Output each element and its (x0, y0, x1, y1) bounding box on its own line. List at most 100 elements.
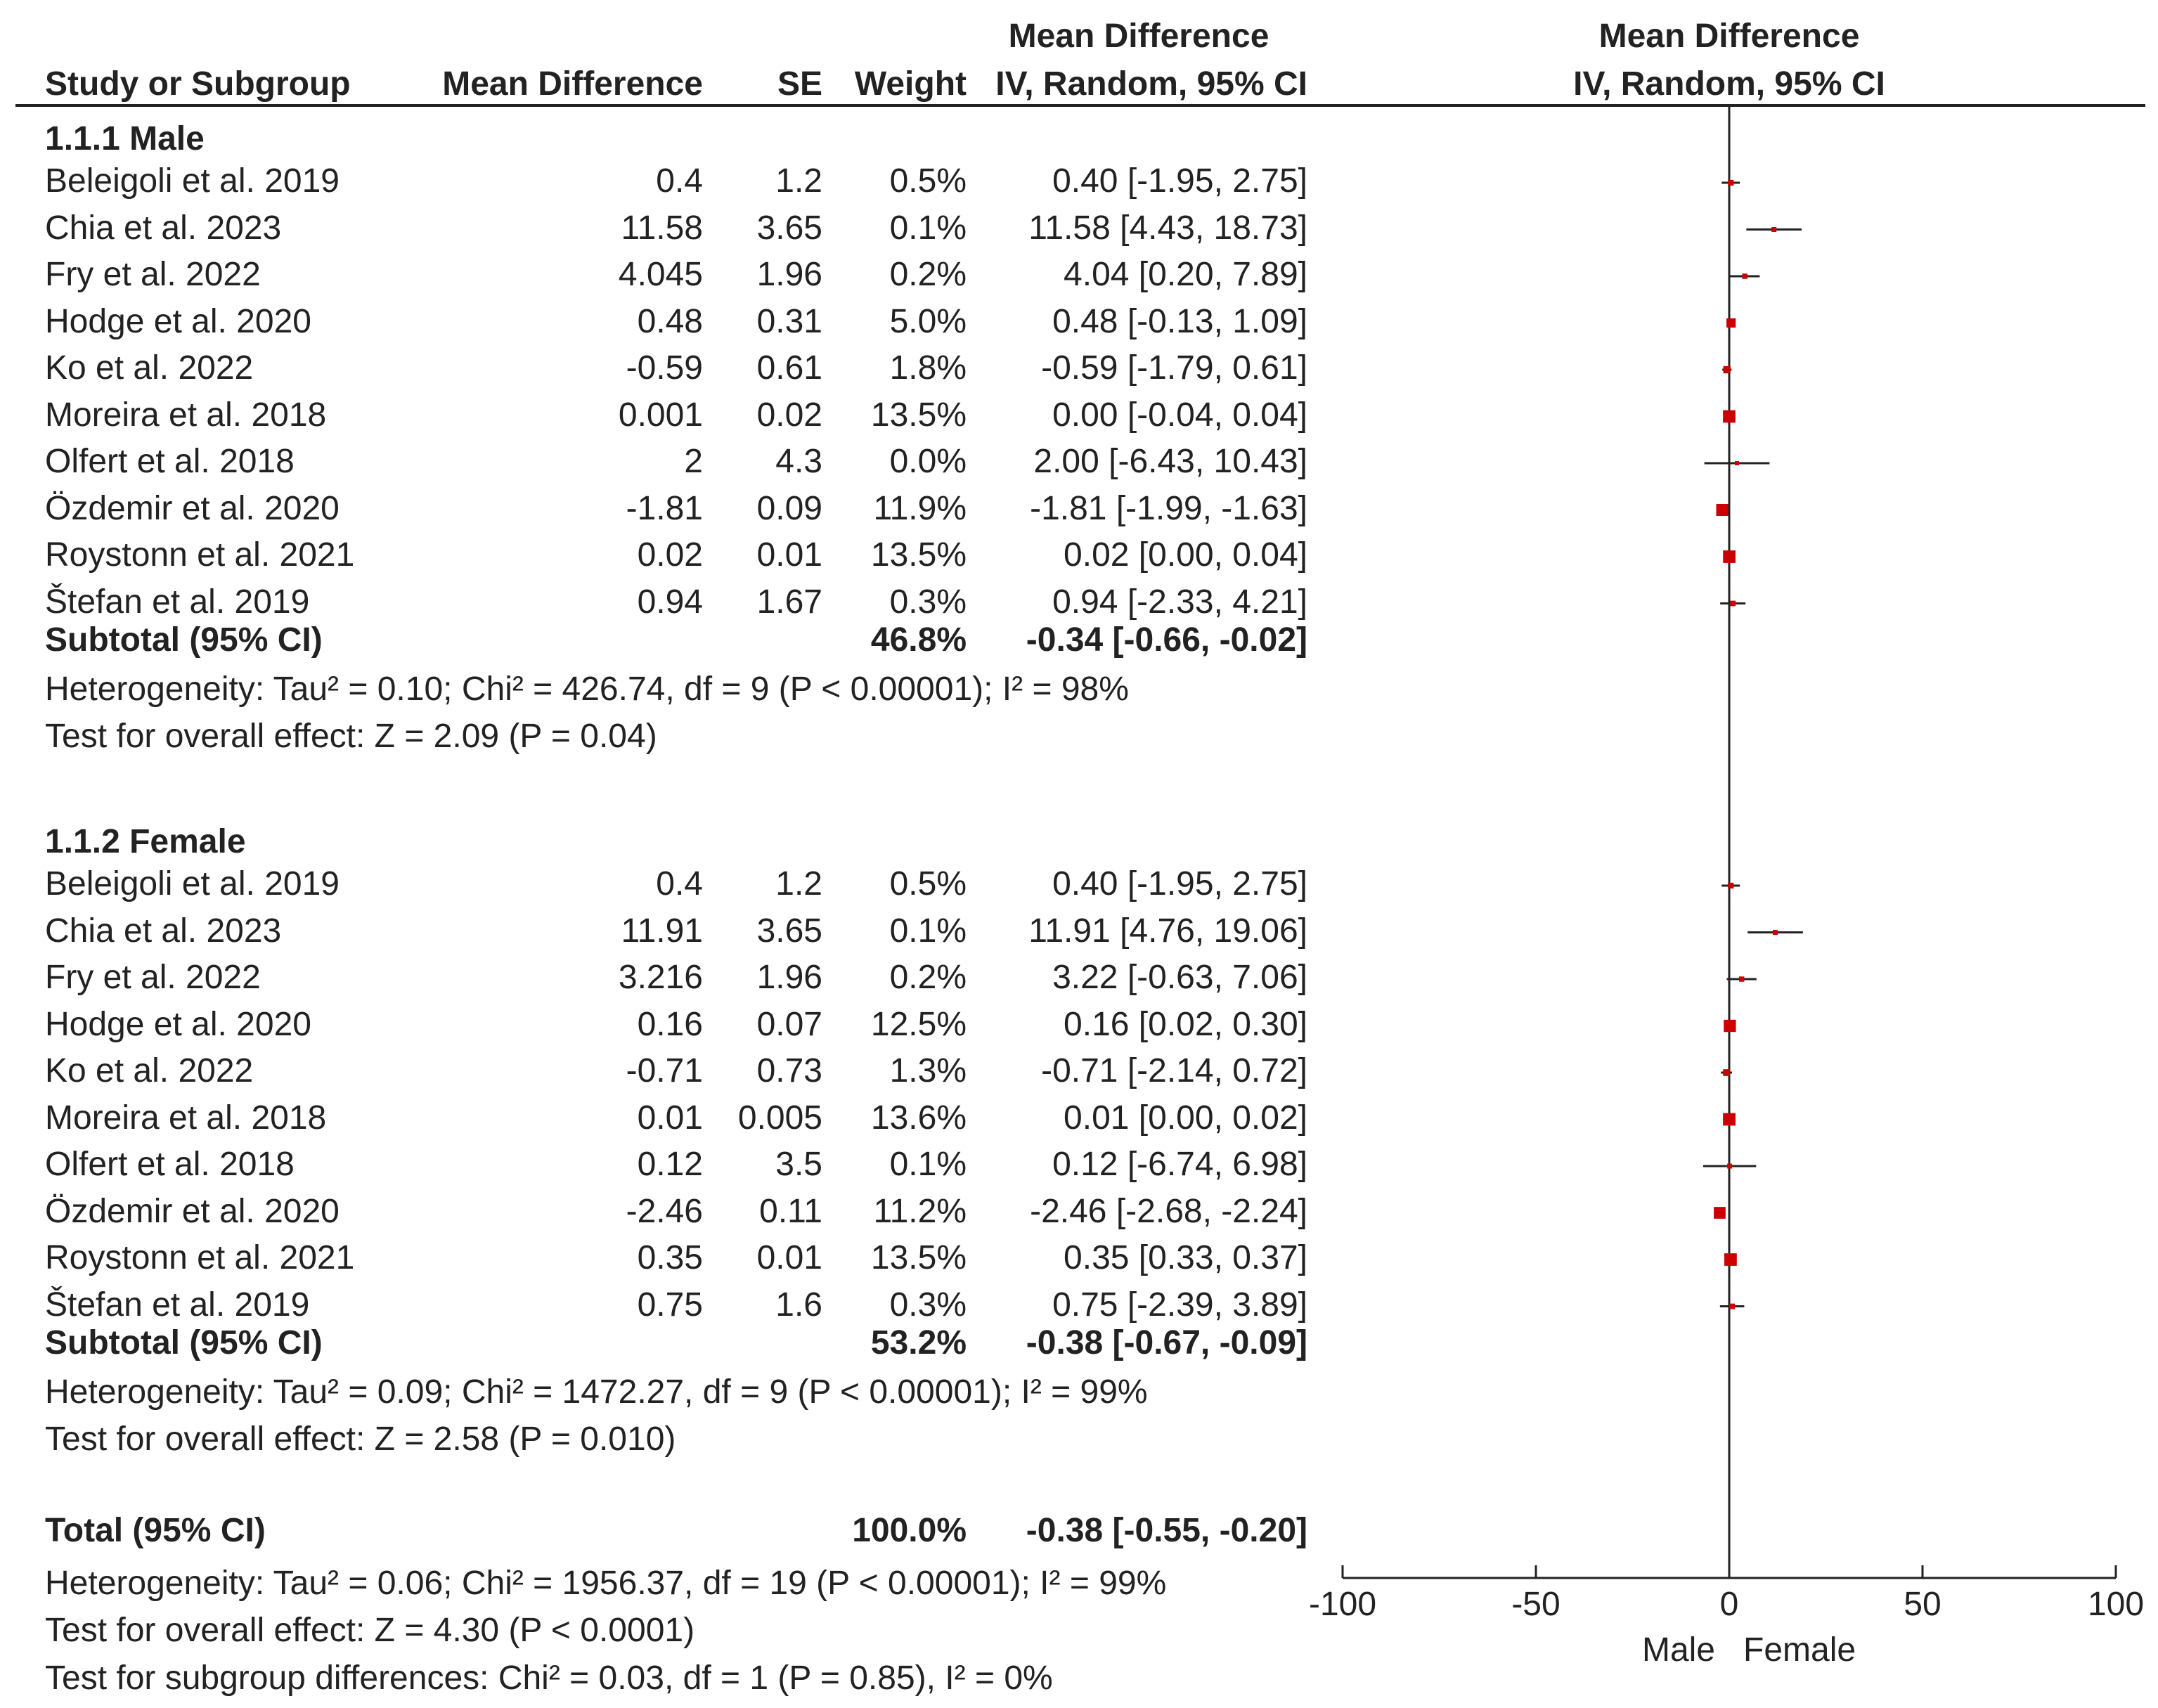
study-se: 0.01 (756, 1239, 822, 1276)
study-weight: 0.3% (889, 583, 967, 621)
study-name: Moreira et al. 2018 (45, 396, 327, 434)
study-name: Hodge et al. 2020 (45, 302, 311, 340)
study-weight: 0.3% (889, 1286, 967, 1324)
study-se: 0.11 (759, 1192, 822, 1230)
study-marker (1729, 1303, 1736, 1309)
total-overall-effect: Test for overall effect: Z = 4.30 (P < 0… (45, 1612, 695, 1649)
study-ci: 0.02 [0.00, 0.04] (1064, 536, 1307, 574)
study-se: 0.31 (756, 302, 822, 340)
study-weight: 13.5% (870, 396, 967, 434)
subtotal-label: Subtotal (95% CI) (45, 1324, 323, 1361)
study-marker (1772, 929, 1778, 936)
study-marker (1723, 410, 1736, 423)
study-name: Chia et al. 2023 (45, 912, 282, 950)
study-ci: 0.40 [-1.95, 2.75] (1052, 865, 1307, 902)
subgroup-overall-effect: Test for overall effect: Z = 2.09 (P = 0… (45, 718, 657, 755)
study-marker (1723, 550, 1736, 563)
study-name: Özdemir et al. 2020 (45, 1192, 340, 1230)
study-mean-difference: 0.4 (656, 162, 703, 200)
study-marker (1735, 461, 1739, 465)
study-weight: 1.8% (889, 349, 967, 387)
study-mean-difference: 11.58 (621, 209, 703, 247)
study-se: 0.02 (756, 396, 822, 434)
study-se: 1.2 (775, 162, 822, 200)
study-mean-difference: 0.01 (637, 1099, 703, 1137)
subtotal-label: Subtotal (95% CI) (45, 621, 323, 659)
study-ci: 0.35 [0.33, 0.37] (1064, 1239, 1307, 1276)
study-ci: -2.46 [-2.68, -2.24] (1030, 1192, 1307, 1230)
total-label: Total (95% CI) (45, 1512, 266, 1549)
study-ci: 11.58 [4.43, 18.73] (1028, 209, 1307, 247)
header-se: SE (777, 65, 822, 103)
study-se: 3.5 (775, 1146, 822, 1183)
study-marker (1724, 1253, 1737, 1266)
study-weight: 0.5% (889, 865, 967, 902)
study-mean-difference: 0.94 (637, 583, 703, 621)
study-marker (1771, 226, 1777, 233)
study-marker (1726, 318, 1736, 328)
study-marker (1714, 1207, 1726, 1219)
study-ci: 0.00 [-0.04, 0.04] (1052, 396, 1307, 434)
subgroup-heterogeneity: Heterogeneity: Tau² = 0.09; Chi² = 1472.… (45, 1373, 1148, 1411)
study-name: Štefan et al. 2019 (45, 583, 310, 621)
subtotal-ci: -0.38 [-0.67, -0.09] (1026, 1324, 1307, 1361)
study-ci: 4.04 [0.20, 7.89] (1064, 256, 1307, 293)
study-weight: 0.1% (889, 912, 967, 950)
study-se: 0.005 (737, 1099, 822, 1137)
study-se: 4.3 (775, 443, 822, 480)
study-name: Ko et al. 2022 (45, 349, 254, 387)
study-name: Fry et al. 2022 (45, 256, 261, 293)
study-marker (1716, 503, 1729, 517)
study-marker (1727, 1163, 1733, 1169)
study-weight: 11.9% (873, 489, 967, 527)
study-ci: -1.81 [-1.99, -1.63] (1030, 489, 1307, 527)
study-marker (1742, 273, 1747, 279)
study-marker (1724, 1019, 1736, 1033)
study-marker (1728, 882, 1734, 889)
subtotal-weight: 53.2% (870, 1324, 967, 1361)
x-tick-label: 50 (1904, 1586, 1941, 1623)
study-marker (1730, 600, 1736, 607)
study-ci: 0.48 [-0.13, 1.09] (1052, 302, 1307, 340)
study-weight: 0.1% (889, 1146, 967, 1183)
study-se: 1.96 (756, 256, 822, 293)
study-weight: 0.1% (889, 209, 967, 247)
study-ci: 0.94 [-2.33, 4.21] (1052, 583, 1307, 621)
subtotal-ci: -0.34 [-0.66, -0.02] (1026, 621, 1307, 659)
study-name: Özdemir et al. 2020 (45, 489, 340, 527)
study-ci: -0.71 [-2.14, 0.72] (1041, 1052, 1307, 1089)
subtotal-weight: 46.8% (870, 621, 967, 659)
study-mean-difference: 0.35 (637, 1239, 703, 1276)
study-mean-difference: -2.46 (626, 1192, 703, 1230)
study-mean-difference: -1.81 (626, 489, 703, 527)
study-weight: 13.5% (870, 536, 967, 574)
total-heterogeneity: Heterogeneity: Tau² = 0.06; Chi² = 1956.… (45, 1565, 1167, 1602)
study-se: 1.67 (756, 583, 822, 621)
study-se: 0.73 (756, 1052, 822, 1089)
study-weight: 12.5% (870, 1005, 967, 1043)
study-se: 3.65 (756, 912, 822, 950)
study-marker (1728, 179, 1734, 186)
header-ci-bottom: IV, Random, 95% CI (995, 65, 1307, 103)
study-ci: 0.16 [0.02, 0.30] (1064, 1005, 1307, 1043)
study-weight: 0.2% (889, 256, 967, 293)
study-mean-difference: 0.4 (656, 865, 703, 902)
study-name: Roystonn et al. 2021 (45, 1239, 355, 1276)
study-ci: 0.01 [0.00, 0.02] (1064, 1099, 1307, 1137)
subgroup-differences: Test for subgroup differences: Chi² = 0.… (45, 1660, 1053, 1697)
subgroup-title: 1.1.2 Female (45, 823, 246, 860)
header-weight: Weight (854, 65, 967, 103)
study-mean-difference: 11.91 (621, 912, 703, 950)
study-mean-difference: 0.02 (637, 536, 703, 574)
axis-label-female: Female (1743, 1631, 1856, 1669)
study-mean-difference: 0.001 (618, 396, 703, 434)
x-tick-label: 100 (2087, 1586, 2145, 1623)
study-se: 0.01 (756, 536, 822, 574)
study-marker (1738, 976, 1745, 982)
total-ci: -0.38 [-0.55, -0.20] (1026, 1512, 1307, 1549)
study-se: 1.6 (775, 1286, 822, 1324)
study-se: 0.09 (756, 489, 822, 527)
x-tick-label: -100 (1308, 1586, 1377, 1623)
study-name: Olfert et al. 2018 (45, 443, 295, 480)
